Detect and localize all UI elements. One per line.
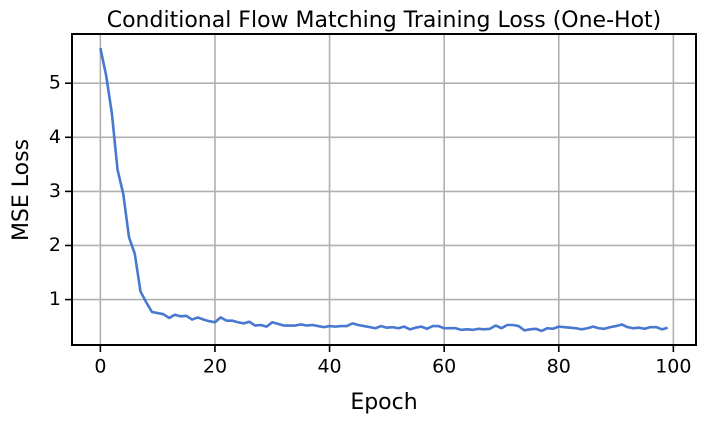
x-tick-label: 40 — [317, 356, 341, 378]
x-tick-label: 20 — [203, 356, 227, 378]
x-tick-label: 60 — [432, 356, 456, 378]
plot-frame — [71, 33, 697, 346]
line-series — [99, 47, 668, 333]
x-tick-label: 100 — [655, 356, 691, 378]
y-tick-label: 1 — [49, 288, 61, 310]
x-axis-label: Epoch — [350, 390, 417, 415]
y-tick-label: 3 — [49, 180, 61, 202]
y-tick-label: 5 — [49, 72, 61, 94]
x-tick-label: 80 — [547, 356, 571, 378]
x-tick-label: 0 — [94, 356, 106, 378]
y-tick-label: 4 — [49, 126, 61, 148]
y-tick-label: 2 — [49, 234, 61, 256]
chart-title: Conditional Flow Matching Training Loss … — [107, 8, 662, 33]
y-axis-label: MSE Loss — [9, 139, 34, 241]
